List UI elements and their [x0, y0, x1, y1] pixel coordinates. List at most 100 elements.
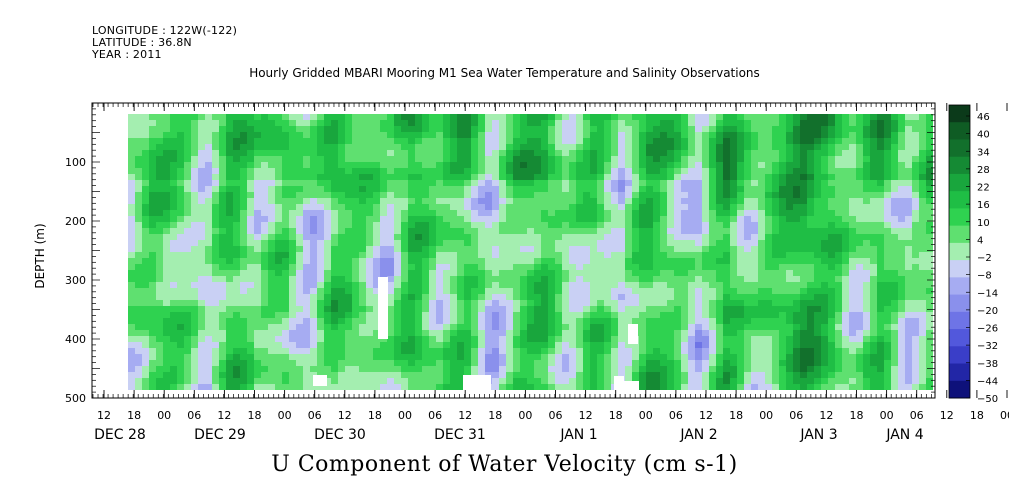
heatmap-cell — [303, 234, 311, 241]
heatmap-cell — [884, 180, 892, 187]
heatmap-cell — [331, 258, 339, 265]
heatmap-cell — [359, 138, 367, 145]
heatmap-cell — [317, 282, 325, 289]
heatmap-cell — [835, 198, 843, 205]
heatmap-cell — [870, 300, 878, 307]
heatmap-cell — [198, 384, 206, 390]
heatmap-cell — [604, 348, 612, 355]
heatmap-cell — [583, 306, 591, 313]
heatmap-cell — [569, 132, 577, 139]
heatmap-cell — [618, 132, 626, 139]
heatmap-cell — [331, 246, 339, 253]
heatmap-cell — [338, 240, 346, 247]
heatmap-cell — [170, 114, 178, 121]
heatmap-cell — [156, 294, 164, 301]
heatmap-cell — [331, 360, 339, 367]
heatmap-cell — [352, 180, 360, 187]
heatmap-cell — [737, 228, 745, 235]
heatmap-cell — [849, 372, 857, 379]
heatmap-cell — [254, 246, 262, 253]
heatmap-cell — [359, 288, 367, 295]
heatmap-cell — [814, 180, 822, 187]
heatmap-cell — [793, 180, 801, 187]
heatmap-cell — [562, 138, 570, 145]
heatmap-cell — [625, 282, 633, 289]
heatmap-cell — [345, 342, 353, 349]
heatmap-cell — [303, 216, 311, 223]
heatmap-cell — [128, 174, 136, 181]
heatmap-cell — [387, 234, 395, 241]
heatmap-cell — [303, 186, 311, 193]
heatmap-cell — [450, 342, 458, 349]
heatmap-cell — [877, 144, 885, 151]
heatmap-cell — [849, 378, 857, 385]
heatmap-cell — [380, 168, 388, 175]
heatmap-cell — [562, 282, 570, 289]
heatmap-cell — [324, 330, 332, 337]
heatmap-cell — [415, 318, 423, 325]
heatmap-cell — [534, 138, 542, 145]
heatmap-cell — [856, 144, 864, 151]
heatmap-cell — [709, 150, 717, 157]
heatmap-cell — [646, 240, 654, 247]
heatmap-cell — [695, 318, 703, 325]
heatmap-cell — [457, 264, 465, 271]
heatmap-cell — [317, 222, 325, 229]
heatmap-cell — [849, 264, 857, 271]
heatmap-cell — [863, 372, 871, 379]
heatmap-cell — [401, 240, 409, 247]
heatmap-cell — [807, 330, 815, 337]
heatmap-cell — [779, 228, 787, 235]
heatmap-cell — [464, 114, 472, 121]
heatmap-cell — [170, 126, 178, 133]
heatmap-cell — [268, 258, 276, 265]
heatmap-cell — [492, 228, 500, 235]
heatmap-cell — [471, 246, 479, 253]
heatmap-cell — [730, 294, 738, 301]
heatmap-cell — [569, 258, 577, 265]
heatmap-cell — [730, 270, 738, 277]
heatmap-cell — [261, 276, 269, 283]
heatmap-cell — [191, 372, 199, 379]
heatmap-cell — [191, 132, 199, 139]
heatmap-cell — [646, 252, 654, 259]
heatmap-cell — [807, 312, 815, 319]
heatmap-cell — [394, 252, 402, 259]
heatmap-cell — [835, 216, 843, 223]
heatmap-cell — [737, 156, 745, 163]
heatmap-cell — [254, 354, 262, 361]
heatmap-cell — [674, 114, 682, 121]
heatmap-cell — [387, 348, 395, 355]
heatmap-cell — [359, 144, 367, 151]
heatmap-cell — [632, 306, 640, 313]
heatmap-cell — [716, 228, 724, 235]
heatmap-cell — [548, 336, 556, 343]
heatmap-cell — [135, 198, 143, 205]
heatmap-cell — [310, 264, 318, 271]
heatmap-cell — [163, 204, 171, 211]
heatmap-cell — [282, 288, 290, 295]
heatmap-cell — [247, 240, 255, 247]
heatmap-cell — [674, 174, 682, 181]
heatmap-cell — [639, 312, 647, 319]
heatmap-cell — [492, 150, 500, 157]
heatmap-cell — [716, 234, 724, 241]
heatmap-cell — [590, 360, 598, 367]
heatmap-cell — [583, 120, 591, 127]
heatmap-cell — [415, 138, 423, 145]
heatmap-cell — [254, 120, 262, 127]
heatmap-cell — [765, 354, 773, 361]
heatmap-cell — [450, 282, 458, 289]
heatmap-cell — [807, 300, 815, 307]
heatmap-cell — [541, 234, 549, 241]
heatmap-cell — [177, 246, 185, 253]
heatmap-cell — [786, 156, 794, 163]
heatmap-cell — [751, 138, 759, 145]
heatmap-cell — [443, 384, 451, 390]
heatmap-cell — [569, 198, 577, 205]
heatmap-cell — [639, 294, 647, 301]
heatmap-cell — [821, 234, 829, 241]
heatmap-cell — [709, 234, 717, 241]
heatmap-cell — [331, 180, 339, 187]
heatmap-cell — [828, 120, 836, 127]
